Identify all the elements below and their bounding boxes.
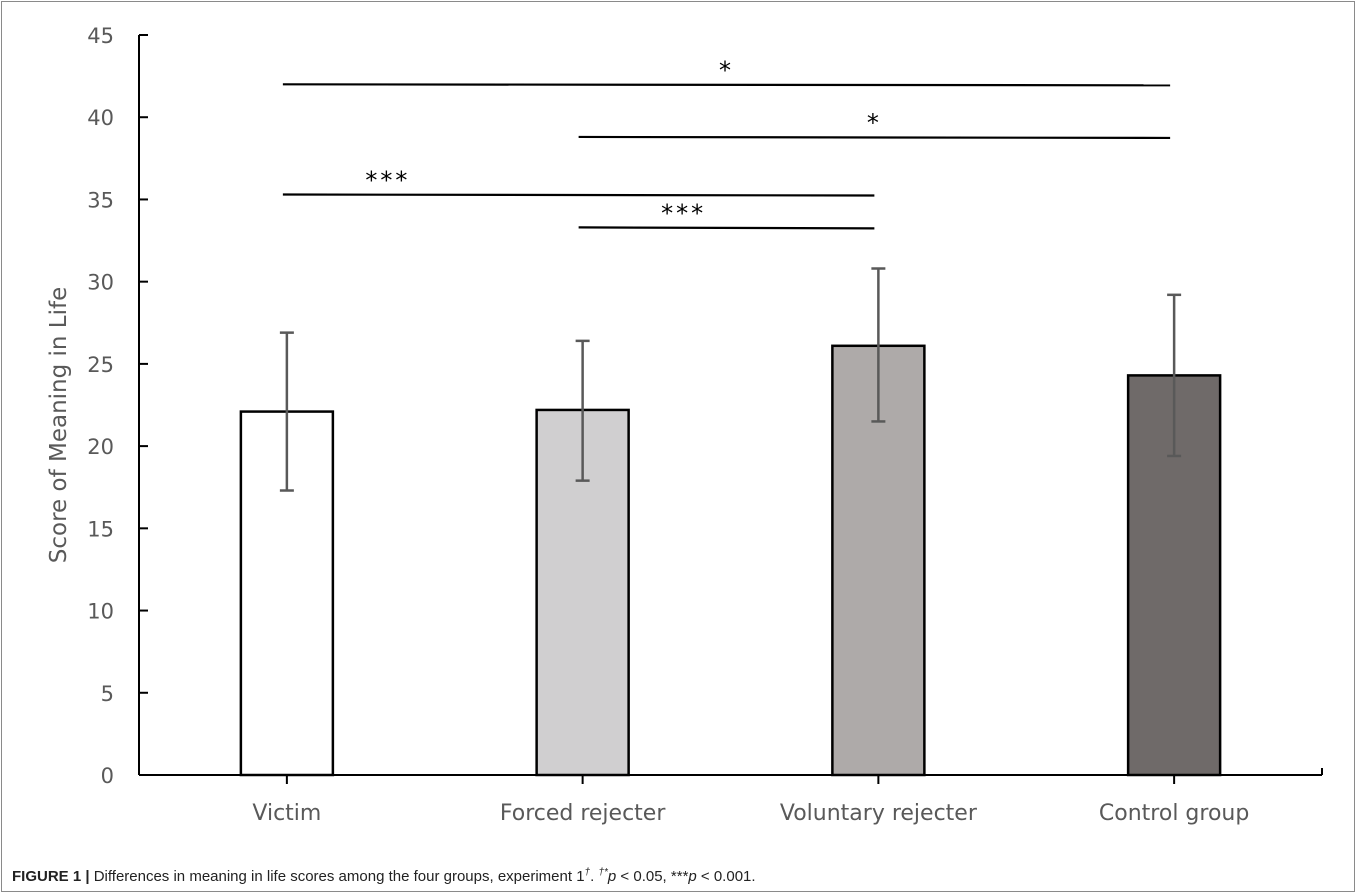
significance-label: *** — [661, 199, 706, 227]
x-tick-label: Forced rejecter — [500, 801, 666, 826]
significance-label: *** — [365, 167, 410, 195]
caption-p-threshold-1: < 0.05, *** — [616, 868, 689, 885]
significance-brackets: ******** — [282, 56, 1171, 230]
caption-p-threshold-2: < 0.001. — [696, 868, 756, 885]
caption-p-symbol-2: p — [688, 868, 697, 885]
significance-label: * — [867, 109, 882, 137]
y-tick-label: 40 — [87, 106, 114, 130]
caption-separator: . — [590, 868, 599, 885]
caption-figure-label: FIGURE 1 | — [12, 868, 90, 885]
caption-dagger: † — [584, 867, 591, 878]
y-tick-label: 15 — [87, 517, 114, 541]
y-axis-label: Score of Meaning in Life — [46, 287, 72, 563]
caption-dagger-2: † — [598, 867, 605, 878]
axes: 0 5 10 15 20 25 30 35 40 45 Victim Forced rejecter V… — [87, 24, 1323, 826]
significance-line — [282, 83, 1171, 87]
x-tick-label: Victim — [252, 801, 321, 826]
significance-label: * — [719, 56, 734, 84]
y-tick-label: 20 — [87, 435, 114, 459]
x-tick-label: Control group — [1099, 801, 1249, 826]
y-tick-label: 0 — [101, 764, 114, 788]
caption-p-symbol: p — [607, 868, 617, 885]
y-tick-label: 35 — [87, 188, 114, 212]
significance-line — [578, 226, 875, 230]
y-tick-label: 25 — [87, 353, 114, 377]
figure-caption: FIGURE 1 | Differences in meaning in lif… — [12, 867, 756, 885]
y-tick-label: 45 — [87, 24, 114, 48]
y-tick-label: 10 — [87, 600, 114, 624]
significance-line — [578, 135, 1171, 140]
bars — [239, 344, 1222, 777]
error-bars — [279, 267, 1182, 492]
significance-line — [282, 193, 875, 197]
bar-chart: 0 5 10 15 20 25 30 35 40 45 Victim Forced rejecter V… — [46, 24, 1323, 826]
caption-star: * — [604, 867, 608, 878]
x-tick-label: Voluntary rejecter — [780, 801, 978, 826]
y-tick-label: 5 — [101, 682, 114, 706]
caption-text: Differences in meaning in life scores am… — [93, 868, 585, 885]
y-tick-label: 30 — [87, 271, 114, 295]
